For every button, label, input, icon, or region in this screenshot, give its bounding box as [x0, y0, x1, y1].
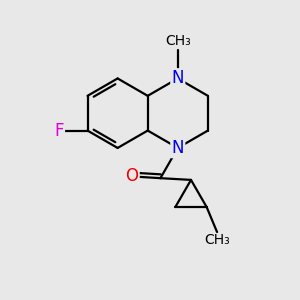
Text: CH₃: CH₃ [204, 233, 230, 248]
Text: N: N [172, 139, 184, 157]
Text: CH₃: CH₃ [165, 34, 191, 48]
Text: N: N [172, 70, 184, 88]
Text: O: O [125, 167, 138, 185]
Text: F: F [54, 122, 64, 140]
